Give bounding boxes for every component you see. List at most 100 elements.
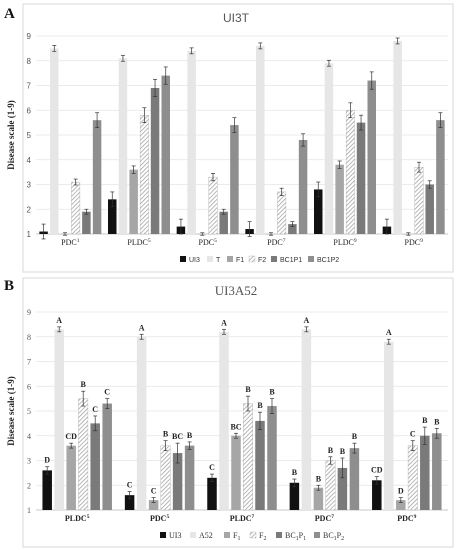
bar — [243, 403, 253, 511]
bar — [277, 191, 287, 235]
bar — [50, 48, 59, 234]
x-tick-label: PDC7 — [315, 514, 334, 523]
bar — [108, 199, 117, 234]
chart-frame — [22, 3, 454, 273]
panel-letter-a: A — [4, 6, 15, 22]
legend-label: F2 — [258, 257, 266, 264]
legend-label: UI3 — [189, 257, 200, 264]
significance-letter: BC — [230, 422, 241, 431]
significance-letter: A — [221, 318, 227, 327]
y-axis-label: Disease scale (1-9) — [6, 100, 16, 169]
bar — [118, 58, 128, 235]
significance-letter: A — [56, 316, 62, 325]
bar — [187, 50, 196, 234]
legend-label: F2 — [259, 531, 266, 542]
bar — [150, 87, 160, 234]
bar — [356, 122, 366, 234]
y-tick-label: 9 — [27, 32, 32, 41]
bar — [335, 164, 344, 234]
legend-swatch — [160, 532, 166, 538]
significance-letter: B — [340, 447, 346, 456]
chart-title: UI3T — [223, 11, 250, 25]
significance-letter: B — [422, 416, 428, 425]
legend-label: UI3 — [169, 531, 181, 540]
bar — [393, 40, 402, 235]
bar — [90, 423, 100, 510]
significance-letter: B — [187, 431, 193, 440]
significance-letter: B — [81, 380, 87, 389]
legend-label: BC1P1 — [280, 257, 302, 264]
bar — [82, 211, 91, 234]
legend-swatch — [271, 256, 277, 262]
x-tick-label: PLDC9 — [333, 238, 356, 247]
x-tick-label: PDC7 — [267, 238, 286, 247]
bar — [314, 189, 323, 234]
bar — [124, 495, 135, 510]
significance-letter: B — [292, 468, 298, 477]
significance-letter: C — [410, 430, 416, 439]
chart-frame — [22, 277, 454, 548]
significance-letter: CD — [65, 432, 77, 441]
significance-letter: B — [163, 430, 169, 439]
bar — [78, 398, 89, 511]
bar — [184, 445, 195, 510]
significance-letter: B — [245, 385, 251, 394]
bar — [407, 445, 418, 511]
bar — [172, 453, 183, 510]
significance-letter: BC — [172, 432, 183, 441]
significance-letter: A — [386, 328, 392, 337]
x-tick-label: PDC1 — [61, 238, 80, 247]
significance-letter: A — [139, 323, 145, 332]
x-tick-label: PDC9 — [405, 238, 424, 247]
y-axis-label: Disease scale (1-9) — [6, 376, 16, 445]
legend-label: T — [216, 257, 221, 264]
bar — [208, 176, 218, 235]
significance-letter: D — [44, 456, 50, 465]
legend-swatch — [180, 256, 186, 262]
significance-letter: C — [104, 388, 110, 397]
significance-letter: B — [352, 432, 358, 441]
bar — [372, 480, 382, 510]
bar — [92, 120, 102, 234]
bar — [207, 477, 217, 510]
significance-letter: C — [209, 463, 215, 472]
y-tick-label: 3 — [27, 181, 32, 190]
bar — [432, 433, 442, 510]
bar — [102, 403, 112, 510]
bar — [219, 211, 228, 234]
x-tick-label: PLDC5 — [65, 514, 90, 523]
bar — [349, 448, 360, 510]
significance-letter: C — [151, 487, 157, 496]
y-tick-label: 7 — [27, 82, 32, 91]
y-tick-label: 6 — [27, 382, 31, 391]
x-tick-label: PLDC7 — [230, 514, 255, 523]
significance-letter: C — [127, 480, 133, 489]
bar — [289, 482, 300, 510]
bar — [255, 420, 265, 510]
legend-swatch — [276, 532, 282, 538]
y-tick-label: 2 — [27, 205, 32, 214]
bar — [148, 500, 159, 510]
chart-title: UI3A52 — [215, 283, 258, 298]
bar — [313, 487, 324, 510]
legend-swatch — [207, 256, 213, 262]
significance-letter: B — [316, 474, 322, 483]
y-tick-label: 6 — [27, 106, 32, 115]
bar — [66, 445, 76, 510]
y-tick-label: 8 — [27, 57, 32, 66]
significance-letter: D — [398, 487, 404, 496]
significance-letter: B — [434, 417, 440, 426]
bar — [396, 500, 406, 510]
legend-swatch — [248, 255, 256, 263]
legend-label: BC1P2 — [323, 531, 344, 542]
bar — [267, 406, 277, 510]
bar — [324, 63, 334, 234]
x-tick-label: PLDC5 — [127, 238, 150, 247]
significance-letter: A — [304, 316, 310, 325]
bar — [231, 435, 241, 510]
bar — [256, 45, 265, 235]
bar — [345, 110, 355, 235]
x-tick-label: PDC5 — [150, 514, 169, 523]
significance-letter: B — [328, 446, 334, 455]
